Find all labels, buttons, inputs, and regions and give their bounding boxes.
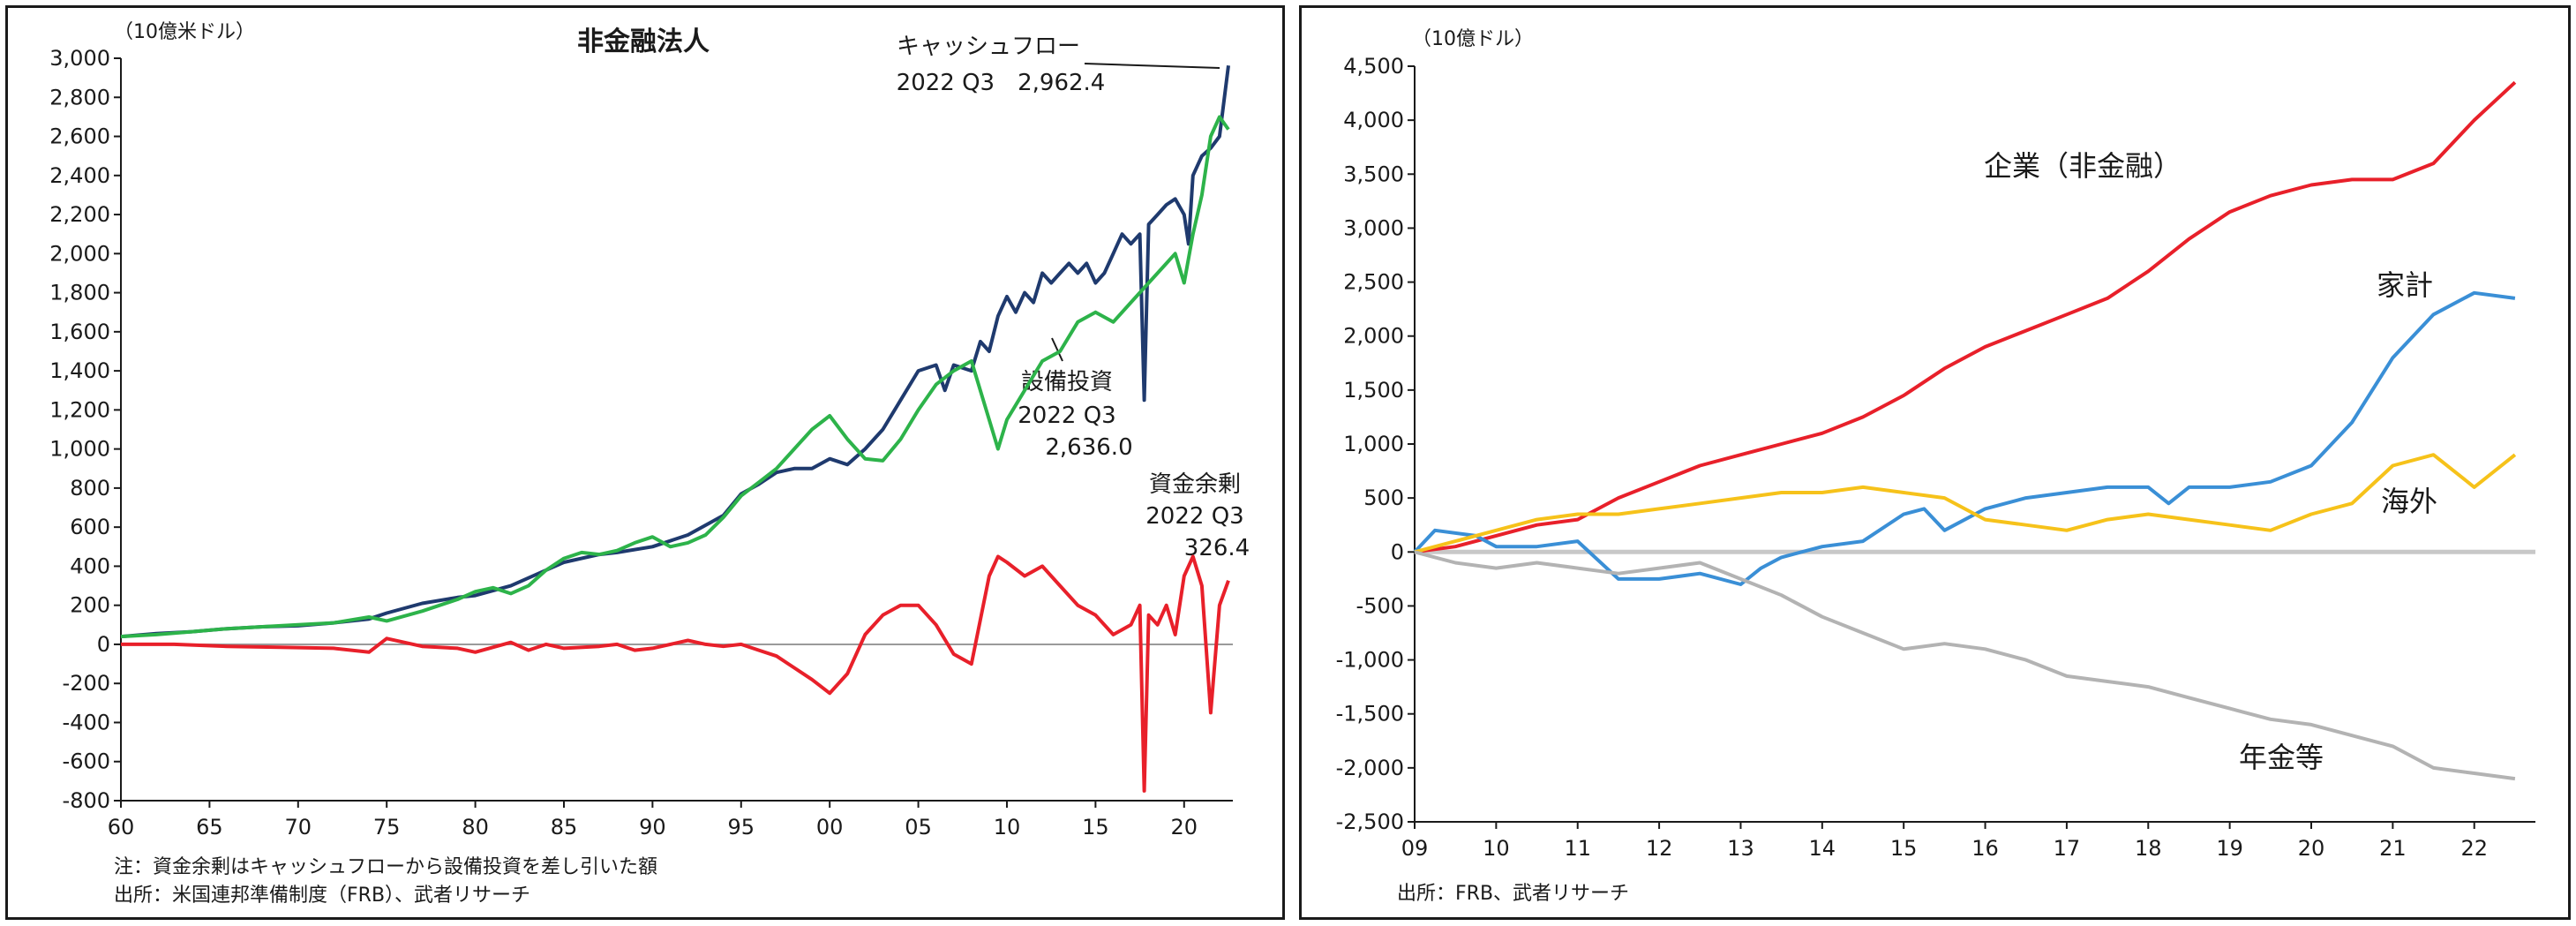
- x-tick-label: 10: [1483, 836, 1510, 861]
- x-tick-label: 65: [196, 815, 223, 839]
- y-tick-label: 2,500: [1343, 270, 1404, 295]
- x-tick-label: 18: [2135, 836, 2162, 861]
- cashflow-leader-line: [1084, 63, 1220, 69]
- series-line-0: [120, 65, 1230, 639]
- y-tick-label: 0: [1391, 539, 1404, 564]
- y-tick-label: -1,500: [1336, 702, 1404, 726]
- x-tick-label: 15: [1082, 815, 1109, 839]
- chart-1-plot: 4,500 4,000 3,500 3,000 2,500 2,000 1,500 1,000…: [1336, 54, 2535, 861]
- y-tick-label: 1,800: [49, 281, 110, 305]
- chart-left-unit: （10億米ドル）: [114, 21, 255, 43]
- x-tick-label: 22: [2460, 836, 2488, 861]
- y-tick-label: 1,600: [49, 320, 110, 344]
- x-tick-label: 80: [462, 815, 489, 839]
- y-tick-label: 1,000: [1343, 432, 1404, 456]
- x-tick-label: 21: [2379, 836, 2407, 861]
- series-label-corporate: 企業（非金融）: [1984, 149, 2182, 183]
- y-tick-label: 1,500: [1343, 378, 1404, 403]
- y-tick-label: -2,500: [1336, 809, 1404, 834]
- x-tick-label: 10: [994, 815, 1021, 839]
- series-line-2: [1414, 453, 2517, 554]
- y-tick-label: 2,200: [49, 202, 110, 227]
- surplus-label: 資金余剰: [1149, 471, 1241, 498]
- series-label-pension: 年金等: [2239, 741, 2324, 774]
- x-tick-label: 90: [639, 815, 666, 839]
- y-tick-label: 2,400: [49, 163, 110, 188]
- chart-left-source: 出所：米国連邦準備制度（FRB）、武者リサーチ: [114, 885, 530, 907]
- capex-leader-line: [1051, 337, 1063, 362]
- x-tick-label: 17: [2054, 836, 2081, 861]
- series-label-household: 家計: [2377, 268, 2433, 302]
- x-tick-label: 20: [2298, 836, 2325, 861]
- y-tick-label: 3,000: [1343, 215, 1404, 240]
- chart-panel-right: （10億ドル） 企業（非金融） 家計 海外 年金等 出所：FRB、武者リサーチ …: [1299, 5, 2571, 920]
- x-tick-label: 12: [1646, 836, 1673, 861]
- series-line-0: [1414, 80, 2517, 554]
- x-tick-label: 95: [728, 815, 755, 839]
- chart-panel-left: （10億米ドル） 非金融法人 キャッシュフロー 2022 Q3 2,962.4 …: [5, 5, 1285, 920]
- y-tick-label: -500: [1356, 593, 1404, 618]
- x-tick-label: 75: [373, 815, 401, 839]
- series-line-1: [120, 115, 1230, 639]
- y-tick-label: 2,000: [1343, 324, 1404, 349]
- chart-left-title: 非金融法人: [577, 26, 710, 57]
- y-tick-label: 1,400: [49, 358, 110, 383]
- series-line-1: [1413, 290, 2516, 586]
- y-tick-label: 1,000: [49, 437, 110, 462]
- x-tick-label: 16: [1971, 836, 1999, 861]
- cashflow-label: キャッシュフロー: [897, 34, 1080, 60]
- x-tick-label: 60: [108, 815, 135, 839]
- x-tick-label: 05: [905, 815, 932, 839]
- y-tick-label: -1,000: [1336, 648, 1404, 673]
- x-tick-label: 19: [2216, 836, 2243, 861]
- chart-left-svg: （10億米ドル） 非金融法人 キャッシュフロー 2022 Q3 2,962.4 …: [49, 21, 1250, 907]
- y-tick-label: 1,200: [49, 397, 110, 422]
- y-tick-label: 600: [70, 515, 110, 539]
- x-tick-label: 20: [1171, 815, 1198, 839]
- x-tick-label: 70: [285, 815, 312, 839]
- y-tick-label: 3,500: [1343, 162, 1404, 186]
- x-tick-label: 09: [1401, 836, 1429, 861]
- y-tick-label: -2,000: [1336, 756, 1404, 780]
- series-line-2: [121, 554, 1230, 793]
- y-tick-label: 200: [70, 593, 110, 618]
- x-tick-label: 14: [1809, 836, 1836, 861]
- y-tick-label: 0: [97, 632, 110, 657]
- capex-quarter: 2022 Q3: [1018, 403, 1115, 429]
- chart-left-footnote: 注：資金余剰はキャッシュフローから設備投資を差し引いた額: [114, 856, 657, 878]
- x-tick-label: 00: [816, 815, 844, 839]
- y-tick-label: 3,000: [49, 46, 110, 71]
- cashflow-value: 2022 Q3 2,962.4: [897, 70, 1106, 96]
- series-line-3: [1414, 550, 2516, 781]
- chart-right-unit: （10億ドル）: [1412, 28, 1534, 50]
- x-tick-label: 15: [1890, 836, 1918, 861]
- series-label-foreign: 海外: [2381, 485, 2437, 518]
- x-tick-label: 13: [1727, 836, 1754, 861]
- x-tick-label: 85: [551, 815, 578, 839]
- y-tick-label: 2,000: [49, 241, 110, 266]
- surplus-value: 326.4: [1184, 535, 1250, 561]
- x-tick-label: 11: [1564, 836, 1591, 861]
- y-tick-label: 4,000: [1343, 108, 1404, 132]
- y-tick-label: 2,800: [49, 85, 110, 109]
- surplus-quarter: 2022 Q3: [1145, 503, 1243, 530]
- y-tick-label: 4,500: [1343, 54, 1404, 79]
- y-tick-label: 2,600: [49, 124, 110, 149]
- y-tick-label: -200: [63, 671, 110, 696]
- y-tick-label: 400: [70, 553, 110, 578]
- chart-0-plot: 3,000 2,800 2,600 2,400 2,200 2,000 1,800 1,600…: [49, 46, 1233, 839]
- chart-right-source: 出所：FRB、武者リサーチ: [1397, 883, 1629, 905]
- y-tick-label: -400: [63, 710, 110, 734]
- chart-right-svg: （10億ドル） 企業（非金融） 家計 海外 年金等 出所：FRB、武者リサーチ …: [1336, 28, 2535, 905]
- capex-value: 2,636.0: [1045, 434, 1132, 461]
- y-tick-label: -600: [63, 749, 110, 774]
- y-tick-label: 800: [70, 476, 110, 501]
- y-tick-label: -800: [63, 788, 110, 813]
- y-tick-label: 500: [1363, 486, 1404, 510]
